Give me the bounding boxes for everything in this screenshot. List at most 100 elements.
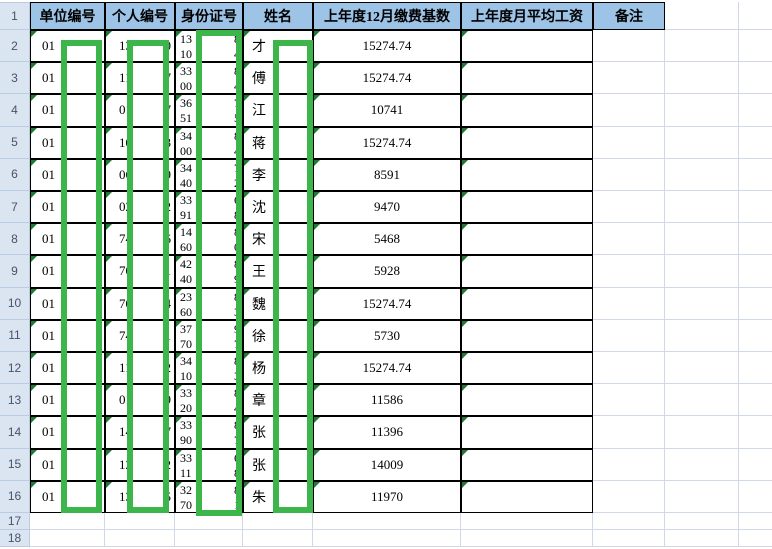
grid-cell[interactable] [593, 94, 665, 127]
grid-cell[interactable] [739, 287, 772, 320]
column-header-name[interactable]: 姓名 [243, 2, 313, 30]
cell-name-row2[interactable]: 才 [243, 30, 313, 63]
cell-person-no-row2[interactable]: 13 0 [105, 30, 175, 63]
cell-base-dec-row4[interactable]: 10741 [313, 94, 461, 127]
grid-cell[interactable] [593, 30, 665, 63]
cell-id-no-row7[interactable]: 33 6 91 8 [175, 191, 243, 224]
cell-id-no-row5[interactable]: 34 8 00 4 [175, 126, 243, 159]
grid-cell[interactable] [665, 255, 739, 288]
cell-name-row12[interactable]: 杨 [243, 352, 313, 385]
cell-avg-wage-row3[interactable] [461, 62, 593, 95]
grid-cell[interactable] [593, 480, 665, 513]
grid-cell[interactable] [243, 530, 313, 547]
grid-cell[interactable] [739, 319, 772, 352]
cell-person-no-row7[interactable]: 02 2 [105, 191, 175, 224]
grid-cell[interactable] [665, 352, 739, 385]
cell-unit-no-row7[interactable]: 01 [30, 191, 105, 224]
cell-id-no-row3[interactable]: 33 8 00 4 [175, 62, 243, 95]
cell-person-no-row6[interactable]: 06 9 [105, 158, 175, 191]
grid-cell[interactable] [739, 126, 772, 159]
cell-id-no-row14[interactable]: 33 8 90 7 [175, 416, 243, 449]
grid-cell[interactable] [739, 513, 772, 530]
cell-base-dec-row3[interactable]: 15274.74 [313, 62, 461, 95]
row-header-9[interactable]: 9 [0, 255, 30, 288]
row-header-1[interactable]: 1 [0, 2, 30, 30]
cell-id-no-row4[interactable]: 36 7 51 5 [175, 94, 243, 127]
cell-unit-no-row11[interactable]: 01 [30, 319, 105, 352]
grid-cell[interactable] [175, 513, 243, 530]
cell-name-row13[interactable]: 章 [243, 384, 313, 417]
cell-id-no-row16[interactable]: 32 8 70 1 [175, 480, 243, 513]
row-header-13[interactable]: 13 [0, 384, 30, 417]
cell-name-row16[interactable]: 朱 [243, 480, 313, 513]
cell-person-no-row13[interactable]: 01 9 [105, 384, 175, 417]
grid-cell[interactable] [593, 530, 665, 547]
cell-person-no-row15[interactable]: 12 2 [105, 448, 175, 481]
cell-id-no-row2[interactable]: 13 8 10 4 [175, 30, 243, 63]
grid-cell[interactable] [593, 191, 665, 224]
grid-cell[interactable] [313, 530, 461, 547]
cell-person-no-row12[interactable]: 11 2 [105, 352, 175, 385]
cell-person-no-row16[interactable]: 13 5 [105, 480, 175, 513]
cell-avg-wage-row16[interactable] [461, 480, 593, 513]
grid-cell[interactable] [739, 94, 772, 127]
grid-cell[interactable] [665, 158, 739, 191]
cell-unit-no-row3[interactable]: 01 [30, 62, 105, 95]
grid-cell[interactable] [739, 62, 772, 95]
column-header-unit_no[interactable]: 单位编号 [30, 2, 105, 30]
grid-cell[interactable] [665, 319, 739, 352]
grid-cell[interactable] [665, 223, 739, 256]
grid-cell[interactable] [739, 191, 772, 224]
cell-base-dec-row16[interactable]: 11970 [313, 480, 461, 513]
cell-avg-wage-row10[interactable] [461, 287, 593, 320]
grid-cell[interactable] [665, 530, 739, 547]
cell-name-row14[interactable]: 张 [243, 416, 313, 449]
column-header-remark[interactable]: 备注 [593, 2, 665, 30]
cell-base-dec-row14[interactable]: 11396 [313, 416, 461, 449]
grid-cell[interactable] [593, 416, 665, 449]
grid-cell[interactable] [665, 448, 739, 481]
cell-unit-no-row9[interactable]: 01 [30, 255, 105, 288]
cell-unit-no-row15[interactable]: 01 [30, 448, 105, 481]
cell-id-no-row12[interactable]: 34 8 10 3 [175, 352, 243, 385]
column-header-id_no[interactable]: 身份证号 [175, 2, 243, 30]
row-header-6[interactable]: 6 [0, 158, 30, 191]
grid-cell[interactable] [593, 287, 665, 320]
grid-cell[interactable] [739, 448, 772, 481]
cell-avg-wage-row4[interactable] [461, 94, 593, 127]
row-header-11[interactable]: 11 [0, 319, 30, 352]
grid-cell[interactable] [739, 384, 772, 417]
grid-cell[interactable] [461, 530, 593, 547]
grid-cell[interactable] [461, 513, 593, 530]
cell-avg-wage-row14[interactable] [461, 416, 593, 449]
cell-unit-no-row13[interactable]: 01 [30, 384, 105, 417]
cell-unit-no-row10[interactable]: 01 [30, 287, 105, 320]
grid-cell[interactable] [593, 223, 665, 256]
cell-name-row9[interactable]: 王 [243, 255, 313, 288]
cell-base-dec-row5[interactable]: 15274.74 [313, 126, 461, 159]
grid-cell[interactable] [313, 513, 461, 530]
cell-base-dec-row12[interactable]: 15274.74 [313, 352, 461, 385]
cell-base-dec-row15[interactable]: 14009 [313, 448, 461, 481]
grid-cell[interactable] [593, 384, 665, 417]
grid-cell[interactable] [665, 384, 739, 417]
cell-name-row7[interactable]: 沈 [243, 191, 313, 224]
cell-unit-no-row4[interactable]: 01 [30, 94, 105, 127]
row-header-15[interactable]: 15 [0, 448, 30, 481]
grid-cell[interactable] [665, 287, 739, 320]
cell-name-row5[interactable]: 蒋 [243, 126, 313, 159]
cell-base-dec-row13[interactable]: 11586 [313, 384, 461, 417]
cell-id-no-row13[interactable]: 33 8 20 4 [175, 384, 243, 417]
cell-unit-no-row14[interactable]: 01 [30, 416, 105, 449]
cell-id-no-row9[interactable]: 42 8 40 9 [175, 255, 243, 288]
cell-avg-wage-row12[interactable] [461, 352, 593, 385]
cell-avg-wage-row9[interactable] [461, 255, 593, 288]
cell-person-no-row3[interactable]: 11 7 [105, 62, 175, 95]
grid-cell[interactable] [105, 530, 175, 547]
cell-person-no-row14[interactable]: 14 7 [105, 416, 175, 449]
cell-id-no-row6[interactable]: 34 7 40 2 [175, 158, 243, 191]
grid-cell[interactable] [175, 530, 243, 547]
column-header-base_dec[interactable]: 上年度12月缴费基数 [313, 2, 461, 30]
grid-cell[interactable] [665, 126, 739, 159]
cell-unit-no-row6[interactable]: 01 [30, 158, 105, 191]
